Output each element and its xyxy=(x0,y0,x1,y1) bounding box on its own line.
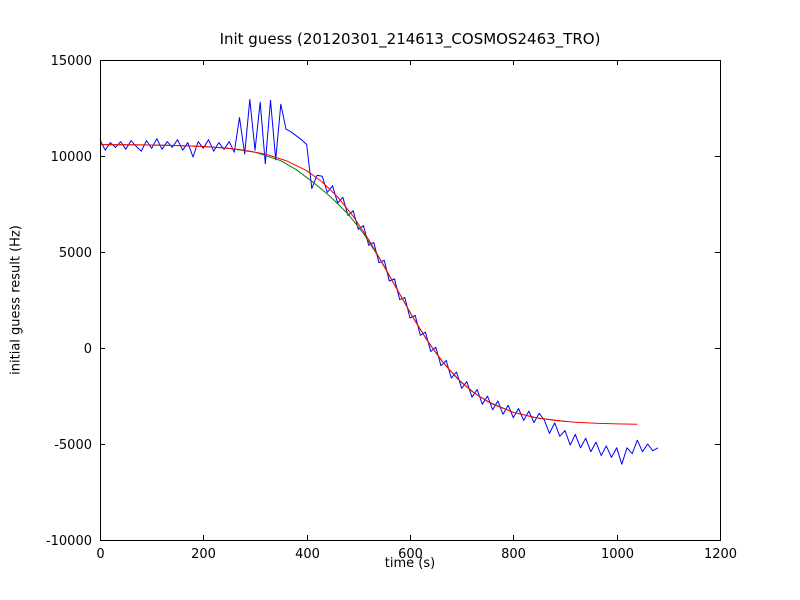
x-tick-label: 1000 xyxy=(601,547,634,562)
y-tick-label: 15000 xyxy=(51,54,92,69)
y-tick-label: -5000 xyxy=(54,438,92,453)
x-tick-label: 1200 xyxy=(704,547,737,562)
x-tick-label: 600 xyxy=(398,547,423,562)
x-axis-label: time (s) xyxy=(384,556,436,571)
x-tick-label: 800 xyxy=(501,547,526,562)
y-tick-label: 0 xyxy=(84,342,92,357)
x-tick-label: 400 xyxy=(295,547,320,562)
plot-frame xyxy=(100,60,721,541)
chart-title: Init guess (20120301_214613_COSMOS2463_T… xyxy=(219,30,601,48)
series-line-blue-measured-data xyxy=(99,98,659,465)
series-line-red-fit xyxy=(99,144,638,425)
x-tick-label: 0 xyxy=(96,547,104,562)
y-tick-label: -10000 xyxy=(46,534,92,549)
y-tick-label: 5000 xyxy=(59,246,92,261)
y-axis-label: initial guess result (Hz) xyxy=(8,225,24,375)
x-tick-label: 200 xyxy=(191,547,216,562)
y-tick-label: 10000 xyxy=(51,150,92,165)
